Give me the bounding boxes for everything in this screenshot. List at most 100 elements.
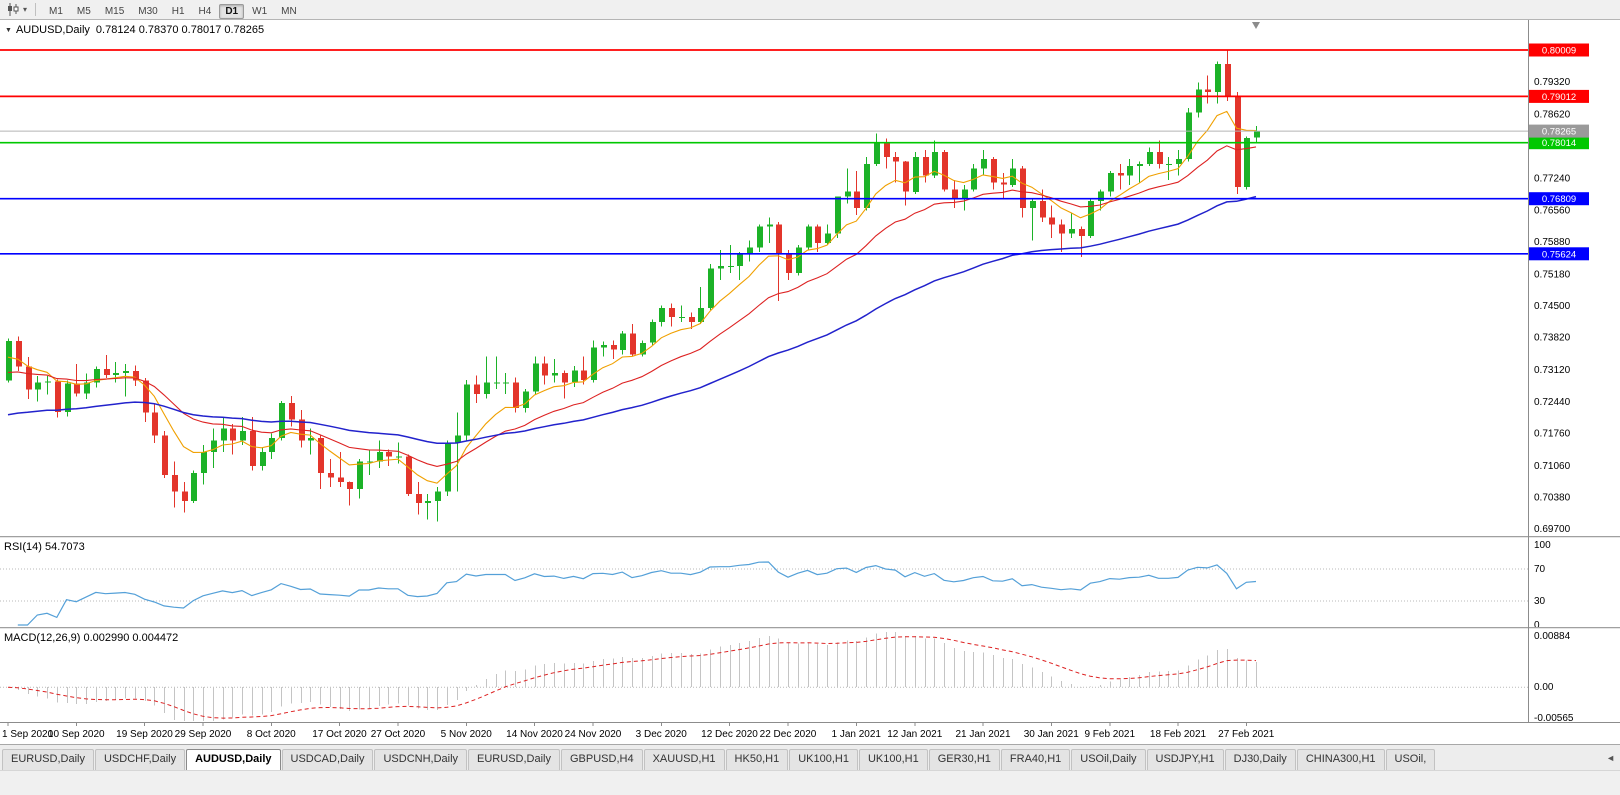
chart-tab-uk100-h1[interactable]: UK100,H1 <box>789 749 858 770</box>
svg-text:0.73820: 0.73820 <box>1534 333 1571 344</box>
macd-indicator-label: MACD(12,26,9) 0.002990 0.004472 <box>4 632 179 644</box>
chart-tab-eurusd-daily[interactable]: EURUSD,Daily <box>468 749 560 770</box>
chart-title-symbol: AUDUSD,Daily <box>15 24 90 36</box>
svg-text:14 Nov 2020: 14 Nov 2020 <box>506 729 563 740</box>
svg-text:30: 30 <box>1534 596 1546 607</box>
timeframe-button-m30[interactable]: M30 <box>138 5 158 17</box>
svg-text:12 Jan 2021: 12 Jan 2021 <box>887 729 942 740</box>
svg-text:0.77240: 0.77240 <box>1534 174 1571 185</box>
chart-canvas[interactable]: 0.793200.786200.779400.772400.765600.758… <box>0 20 1620 744</box>
macd-histogram <box>17 632 1258 721</box>
svg-text:0.78620: 0.78620 <box>1534 110 1571 121</box>
svg-text:0.75624: 0.75624 <box>1542 249 1576 260</box>
panel-separator-macd[interactable] <box>0 627 1620 630</box>
tab-scroll-left-icon[interactable]: ◄ <box>1604 753 1617 763</box>
current-price-tag: 0.78265 <box>1529 124 1589 138</box>
svg-text:0.73120: 0.73120 <box>1534 365 1571 376</box>
panel-separator-rsi[interactable] <box>0 536 1620 539</box>
chart-tab-usdchf-daily[interactable]: USDCHF,Daily <box>94 749 186 770</box>
timeframe-button-h4[interactable]: H4 <box>198 5 212 17</box>
timeframe-toolbar: ▾ M1 M5 M15 M30 H1 H4 D1 W1 MN <box>0 0 1620 20</box>
svg-text:0.70380: 0.70380 <box>1534 493 1571 504</box>
macd-signal-line <box>7 636 1257 719</box>
svg-text:0.79320: 0.79320 <box>1534 77 1571 88</box>
svg-text:5 Nov 2020: 5 Nov 2020 <box>441 729 493 740</box>
svg-text:0: 0 <box>1534 620 1540 631</box>
timeframe-button-m1[interactable]: M1 <box>49 5 63 17</box>
svg-text:24 Nov 2020: 24 Nov 2020 <box>565 729 622 740</box>
price-tag-0.76809: 0.76809 <box>1529 192 1589 205</box>
chart-dropdown-icon[interactable]: ▼ <box>5 27 12 34</box>
svg-text:19 Sep 2020: 19 Sep 2020 <box>116 729 173 740</box>
timeframe-button-m5[interactable]: M5 <box>76 5 91 17</box>
svg-text:27 Oct 2020: 27 Oct 2020 <box>371 729 426 740</box>
chart-tab-usdcad-daily[interactable]: USDCAD,Daily <box>281 749 374 770</box>
moving-average-55[interactable] <box>7 195 1257 445</box>
svg-text:10 Sep 2020: 10 Sep 2020 <box>48 729 105 740</box>
svg-text:27 Feb 2021: 27 Feb 2021 <box>1218 729 1275 740</box>
price-tag-0.78014: 0.78014 <box>1529 136 1589 149</box>
chart-tab-bar: EURUSD,Daily USDCHF,Daily AUDUSD,Daily USDC… <box>0 744 1620 770</box>
chart-tab-dj30-daily[interactable]: DJ30,Daily <box>1224 749 1296 770</box>
svg-text:0.76809: 0.76809 <box>1542 194 1576 205</box>
svg-text:0.71760: 0.71760 <box>1534 428 1571 439</box>
chart-tab-hk50-h1[interactable]: HK50,H1 <box>725 749 789 770</box>
svg-text:29 Sep 2020: 29 Sep 2020 <box>175 729 232 740</box>
svg-text:3 Dec 2020: 3 Dec 2020 <box>636 729 688 740</box>
timeframe-button-h1[interactable]: H1 <box>171 5 185 17</box>
chart-tab-usoil-[interactable]: USOil, <box>1385 749 1436 770</box>
chart-tab-ger30-h1[interactable]: GER30,H1 <box>928 749 1000 770</box>
moving-average-8[interactable] <box>7 110 1257 484</box>
svg-text:0.69700: 0.69700 <box>1534 524 1571 535</box>
svg-text:0.75880: 0.75880 <box>1534 237 1571 248</box>
chart-window: 0.793200.786200.779400.772400.765600.758… <box>0 20 1620 744</box>
svg-text:0.78265: 0.78265 <box>1542 127 1576 138</box>
timeframe-button-w1[interactable]: W1 <box>252 5 268 17</box>
chart-type-icon[interactable] <box>4 2 22 17</box>
chart-title: ▼ AUDUSD,Daily 0.78124 0.78370 0.78017 0.7… <box>5 24 264 36</box>
chart-tab-gbpusd-h4[interactable]: GBPUSD,H4 <box>561 749 643 770</box>
svg-text:0.71060: 0.71060 <box>1534 461 1571 472</box>
rsi-line <box>17 561 1257 626</box>
timeframe-button-mn[interactable]: MN <box>281 5 297 17</box>
chart-tab-china300-h1[interactable]: CHINA300,H1 <box>1296 749 1385 770</box>
chart-tab-usdcnh-daily[interactable]: USDCNH,Daily <box>374 749 468 770</box>
moving-average-20[interactable] <box>7 145 1257 467</box>
bottom-filler <box>0 770 1620 795</box>
svg-text:9 Feb 2021: 9 Feb 2021 <box>1084 729 1135 740</box>
chart-tab-uk100-h1[interactable]: UK100,H1 <box>858 749 928 770</box>
svg-text:12 Dec 2020: 12 Dec 2020 <box>701 729 758 740</box>
svg-text:0.76560: 0.76560 <box>1534 205 1571 216</box>
svg-text:17 Oct 2020: 17 Oct 2020 <box>312 729 367 740</box>
chart-tab-eurusd-daily[interactable]: EURUSD,Daily <box>2 749 94 770</box>
chevron-down-icon[interactable]: ▾ <box>23 5 28 14</box>
svg-text:100: 100 <box>1534 540 1551 551</box>
svg-text:0.74500: 0.74500 <box>1534 301 1571 312</box>
price-tag-0.75624: 0.75624 <box>1529 247 1589 260</box>
svg-text:1 Jan 2021: 1 Jan 2021 <box>832 729 882 740</box>
svg-text:21 Jan 2021: 21 Jan 2021 <box>955 729 1010 740</box>
chart-tab-usoil-daily[interactable]: USOil,Daily <box>1071 749 1146 770</box>
candles <box>6 50 1260 522</box>
chart-tab-xauusd-h1[interactable]: XAUUSD,H1 <box>643 749 725 770</box>
timeframe-button-m15[interactable]: M15 <box>104 5 125 17</box>
rsi-indicator-label: RSI(14) 54.7073 <box>4 541 85 553</box>
chart-shift-marker-icon[interactable] <box>1252 22 1260 29</box>
svg-text:0.75180: 0.75180 <box>1534 269 1571 280</box>
svg-text:0.78014: 0.78014 <box>1542 138 1576 149</box>
price-tag-0.79012: 0.79012 <box>1529 89 1589 103</box>
price-axis[interactable]: 0.793200.786200.779400.772400.765600.758… <box>1534 77 1574 724</box>
chart-tab-usdjpy-h1[interactable]: USDJPY,H1 <box>1146 749 1224 770</box>
toolbar-separator <box>35 3 37 16</box>
chart-tab-fra40-h1[interactable]: FRA40,H1 <box>1000 749 1071 770</box>
svg-text:0.72440: 0.72440 <box>1534 397 1571 408</box>
timeframe-button-d1[interactable]: D1 <box>219 3 245 19</box>
svg-text:8 Oct 2020: 8 Oct 2020 <box>247 729 296 740</box>
timeframe-buttons: M1 M5 M15 M30 H1 H4 D1 W1 MN <box>42 1 304 19</box>
svg-text:0.00884: 0.00884 <box>1534 631 1571 642</box>
svg-text:18 Feb 2021: 18 Feb 2021 <box>1150 729 1207 740</box>
chart-tab-audusd-daily[interactable]: AUDUSD,Daily <box>186 749 281 770</box>
svg-text:1 Sep 2020: 1 Sep 2020 <box>2 729 54 740</box>
svg-text:0.79012: 0.79012 <box>1542 92 1576 103</box>
